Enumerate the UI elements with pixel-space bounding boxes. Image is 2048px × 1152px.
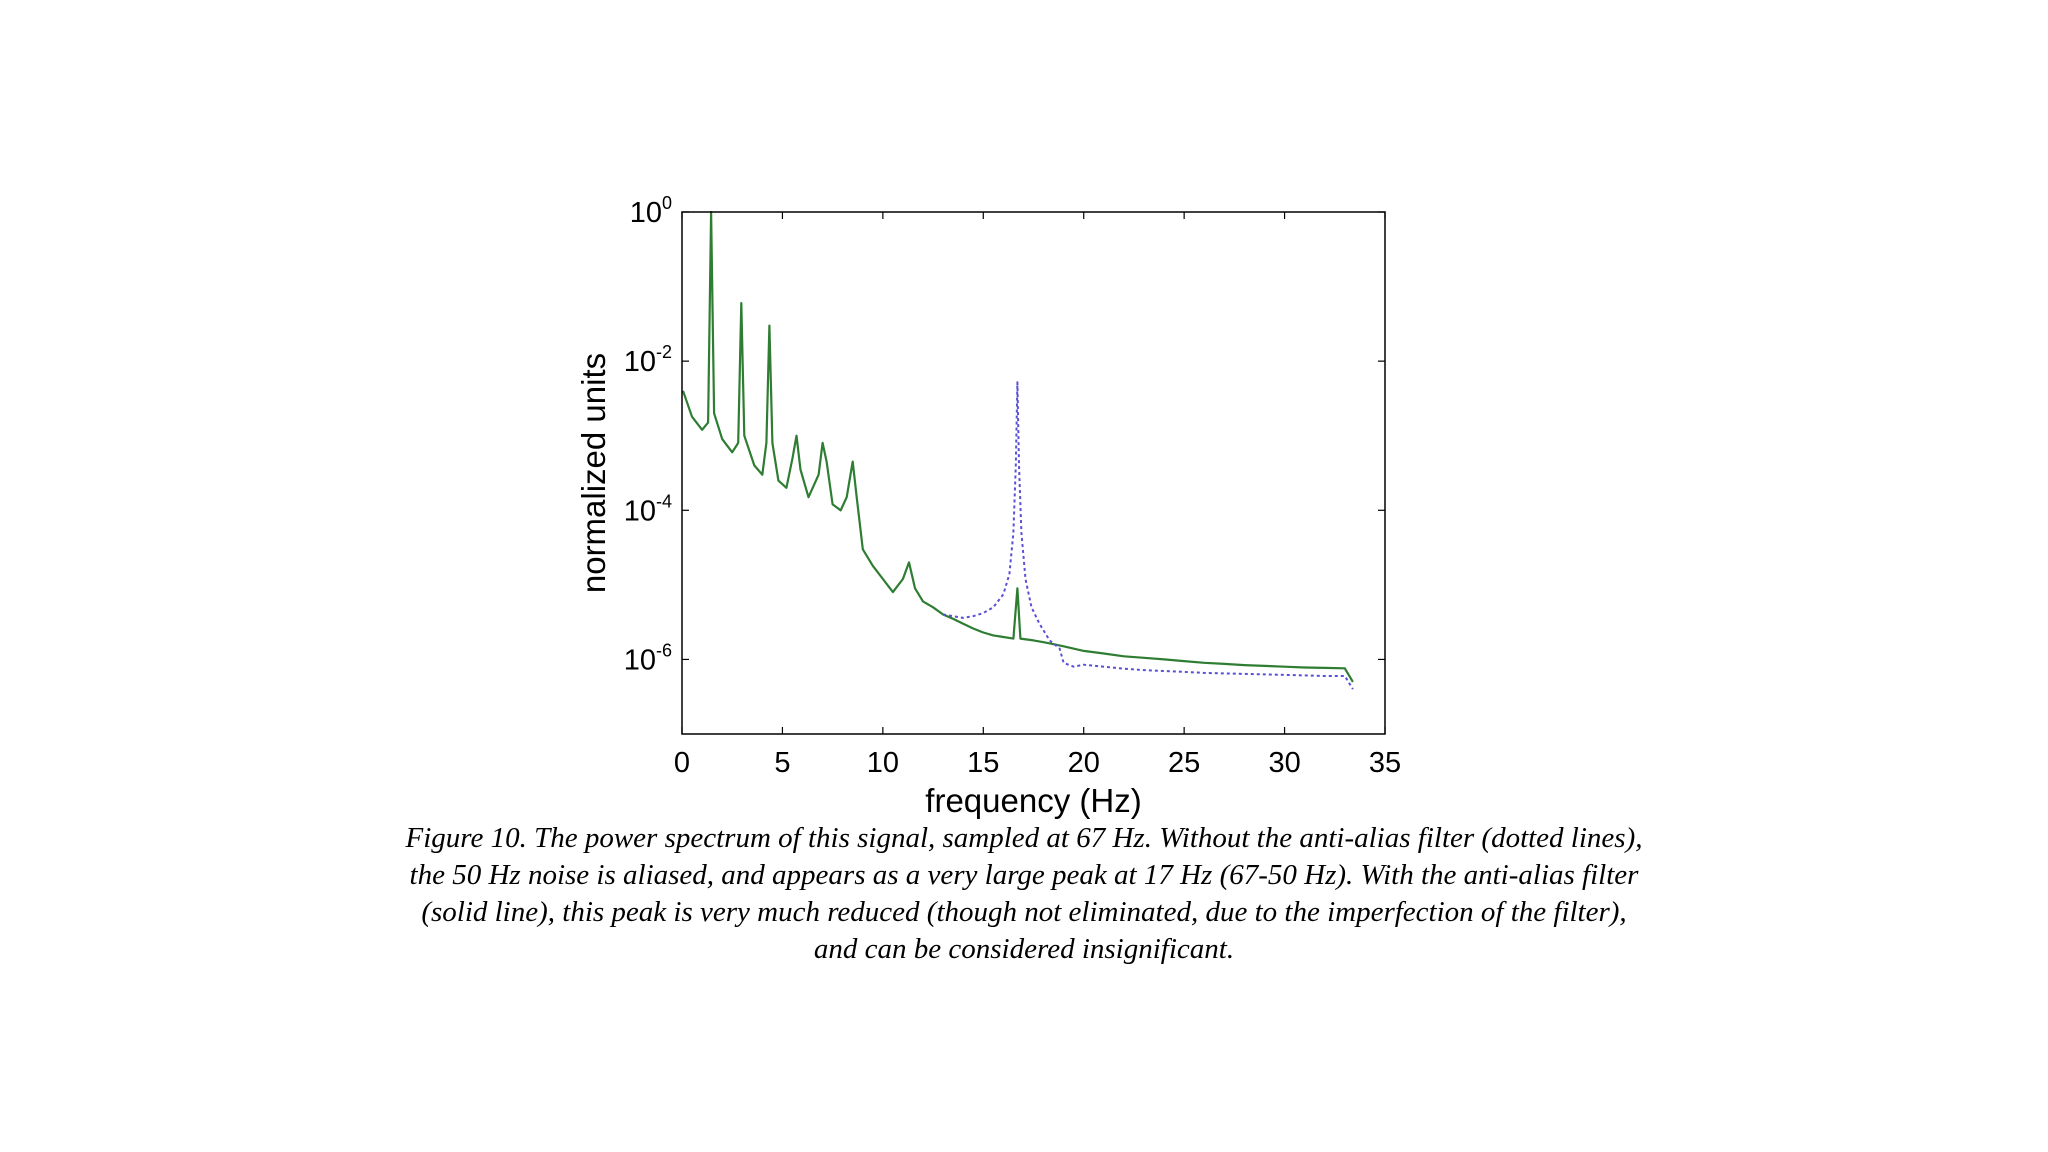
figure-caption: Figure 10. The power spectrum of this si… [405,822,1643,965]
y-tick-label: 10-4 [624,491,672,527]
x-tick-label: 25 [1168,747,1200,779]
y-tick-label: 10-2 [624,342,672,378]
power-spectrum-chart: 100 10-2 10-4 10-6 0 5 10 15 20 25 30 35 frequency… [575,193,1401,819]
x-tick-label: 20 [1068,747,1100,779]
x-axis-ticks: 0 5 10 15 20 25 30 35 [674,212,1401,779]
series-line-with-filter [681,210,1354,683]
y-axis-ticks: 100 10-2 10-4 10-6 [624,193,1385,676]
x-tick-label: 10 [867,747,899,779]
x-tick-label: 35 [1369,747,1401,779]
x-tick-label: 15 [967,747,999,779]
x-tick-label: 0 [674,747,690,779]
series-layer [681,210,1354,690]
x-tick-label: 30 [1268,747,1300,779]
plot-frame [681,211,1386,735]
y-axis-label: normalized units [575,353,612,593]
x-axis-label: frequency (Hz) [925,782,1141,819]
x-tick-label: 5 [774,747,790,779]
y-tick-label: 100 [630,193,672,229]
series-line-without-filter [942,381,1354,690]
y-tick-label: 10-6 [624,640,672,676]
